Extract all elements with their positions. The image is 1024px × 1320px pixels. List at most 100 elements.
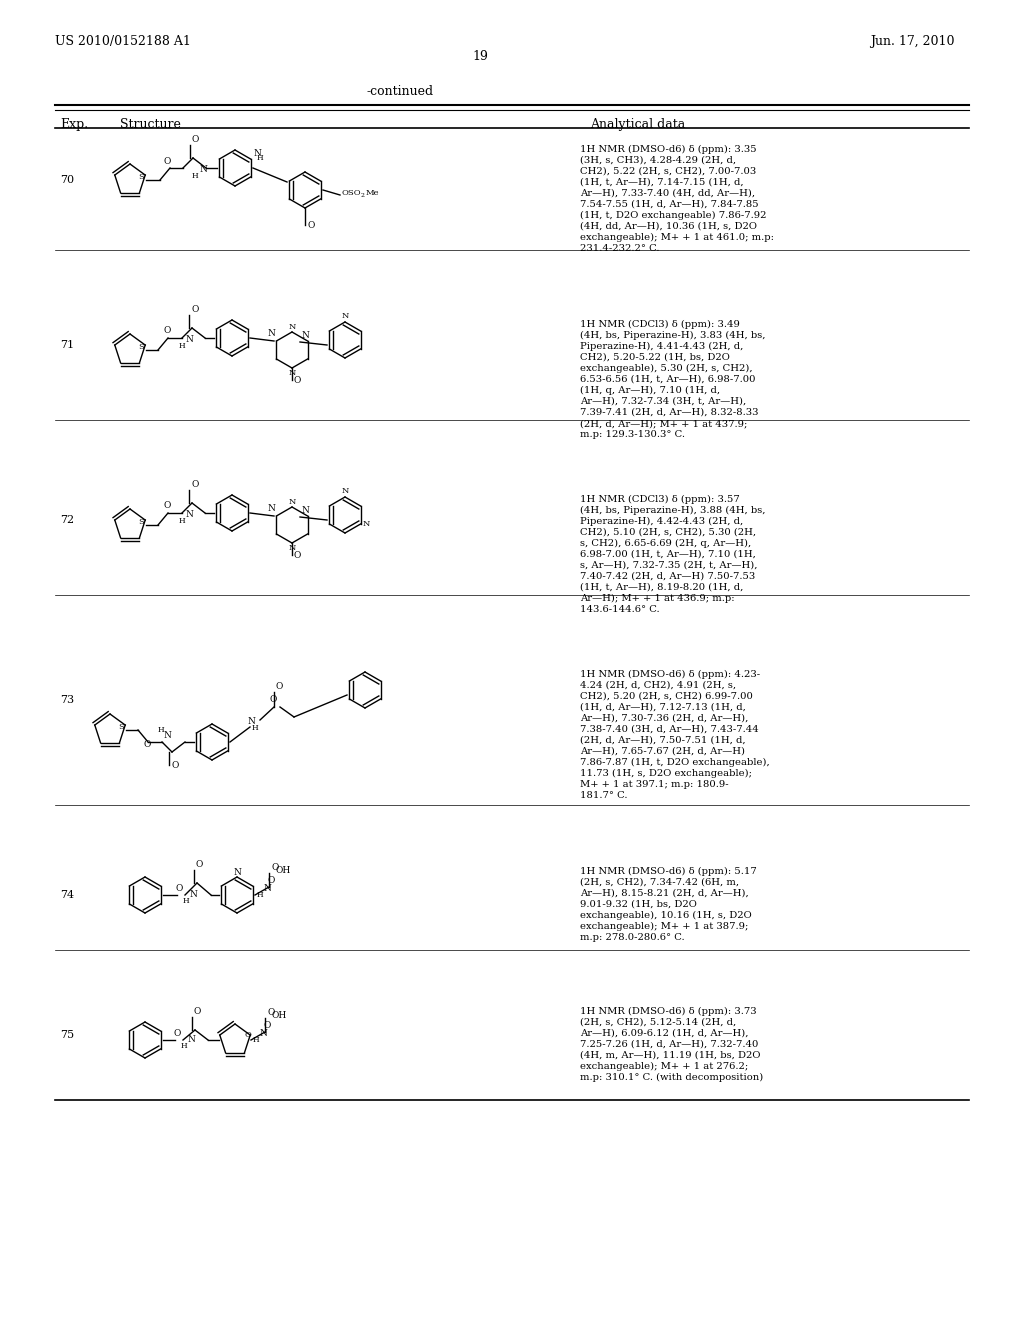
Text: H: H <box>257 154 263 162</box>
Text: N: N <box>362 520 370 528</box>
Text: 7.54-7.55 (1H, d, Ar—H), 7.84-7.85: 7.54-7.55 (1H, d, Ar—H), 7.84-7.85 <box>580 201 759 209</box>
Text: N: N <box>302 506 310 515</box>
Text: m.p: 310.1° C. (with decomposition): m.p: 310.1° C. (with decomposition) <box>580 1073 763 1082</box>
Text: 7.39-7.41 (2H, d, Ar—H), 8.32-8.33: 7.39-7.41 (2H, d, Ar—H), 8.32-8.33 <box>580 408 759 417</box>
Text: exchangeable); M+ + 1 at 387.9;: exchangeable); M+ + 1 at 387.9; <box>580 921 749 931</box>
Text: 1H NMR (DMSO-d6) δ (ppm): 5.17: 1H NMR (DMSO-d6) δ (ppm): 5.17 <box>580 867 757 876</box>
Text: exchangeable), 5.30 (2H, s, CH2),: exchangeable), 5.30 (2H, s, CH2), <box>580 364 753 374</box>
Text: 6.53-6.56 (1H, t, Ar—H), 6.98-7.00: 6.53-6.56 (1H, t, Ar—H), 6.98-7.00 <box>580 375 756 384</box>
Text: 143.6-144.6° C.: 143.6-144.6° C. <box>580 605 659 614</box>
Text: 1H NMR (DMSO-d6) δ (ppm): 4.23-: 1H NMR (DMSO-d6) δ (ppm): 4.23- <box>580 671 760 678</box>
Text: N: N <box>341 312 349 319</box>
Text: N: N <box>248 717 256 726</box>
Text: Structure: Structure <box>120 117 181 131</box>
Text: CH2), 5.20-5.22 (1H, bs, D2O: CH2), 5.20-5.22 (1H, bs, D2O <box>580 352 730 362</box>
Text: O: O <box>308 220 315 230</box>
Text: (4H, bs, Piperazine-H), 3.83 (4H, bs,: (4H, bs, Piperazine-H), 3.83 (4H, bs, <box>580 331 766 341</box>
Text: O: O <box>194 1007 202 1016</box>
Text: (4H, bs, Piperazine-H), 3.88 (4H, bs,: (4H, bs, Piperazine-H), 3.88 (4H, bs, <box>580 506 766 515</box>
Text: -continued: -continued <box>367 84 433 98</box>
Text: O: O <box>193 135 200 144</box>
Text: O: O <box>171 762 178 770</box>
Text: US 2010/0152188 A1: US 2010/0152188 A1 <box>55 36 190 48</box>
Text: N: N <box>289 544 296 552</box>
Text: O: O <box>267 1008 274 1016</box>
Text: (1H, t, D2O exchangeable) 7.86-7.92: (1H, t, D2O exchangeable) 7.86-7.92 <box>580 211 767 220</box>
Text: H: H <box>179 517 185 525</box>
Text: OH: OH <box>275 866 290 875</box>
Text: 4.24 (2H, d, CH2), 4.91 (2H, s,: 4.24 (2H, d, CH2), 4.91 (2H, s, <box>580 681 736 690</box>
Text: 1H NMR (CDCl3) δ (ppm): 3.57: 1H NMR (CDCl3) δ (ppm): 3.57 <box>580 495 739 504</box>
Text: (2H, d, Ar—H), 7.50-7.51 (1H, d,: (2H, d, Ar—H), 7.50-7.51 (1H, d, <box>580 737 745 744</box>
Text: N: N <box>341 487 349 495</box>
Text: 7.86-7.87 (1H, t, D2O exchangeable),: 7.86-7.87 (1H, t, D2O exchangeable), <box>580 758 770 767</box>
Text: O: O <box>267 876 274 884</box>
Text: N: N <box>233 869 241 876</box>
Text: S: S <box>138 517 144 527</box>
Text: Exp.: Exp. <box>60 117 88 131</box>
Text: N: N <box>189 890 197 899</box>
Text: M+ + 1 at 397.1; m.p: 180.9-: M+ + 1 at 397.1; m.p: 180.9- <box>580 780 729 789</box>
Text: 71: 71 <box>60 341 74 350</box>
Text: 1H NMR (CDCl3) δ (ppm): 3.49: 1H NMR (CDCl3) δ (ppm): 3.49 <box>580 319 740 329</box>
Text: Ar—H), 6.09-6.12 (1H, d, Ar—H),: Ar—H), 6.09-6.12 (1H, d, Ar—H), <box>580 1030 749 1038</box>
Text: H: H <box>181 1041 187 1049</box>
Text: O: O <box>175 884 182 894</box>
Text: 11.73 (1H, s, D2O exchangeable);: 11.73 (1H, s, D2O exchangeable); <box>580 770 752 777</box>
Text: O: O <box>173 1030 180 1038</box>
Text: Piperazine-H), 4.41-4.43 (2H, d,: Piperazine-H), 4.41-4.43 (2H, d, <box>580 342 743 351</box>
Text: 74: 74 <box>60 890 74 900</box>
Text: N: N <box>200 165 208 174</box>
Text: O: O <box>269 696 276 704</box>
Text: H: H <box>179 342 185 350</box>
Text: Ar—H); M+ + 1 at 436.9; m.p:: Ar—H); M+ + 1 at 436.9; m.p: <box>580 594 734 603</box>
Text: Ar—H), 7.30-7.36 (2H, d, Ar—H),: Ar—H), 7.30-7.36 (2H, d, Ar—H), <box>580 714 749 723</box>
Text: Ar—H), 8.15-8.21 (2H, d, Ar—H),: Ar—H), 8.15-8.21 (2H, d, Ar—H), <box>580 888 749 898</box>
Text: O: O <box>245 1031 252 1039</box>
Text: N: N <box>268 329 275 338</box>
Text: 70: 70 <box>60 176 74 185</box>
Text: Jun. 17, 2010: Jun. 17, 2010 <box>870 36 954 48</box>
Text: exchangeable), 10.16 (1H, s, D2O: exchangeable), 10.16 (1H, s, D2O <box>580 911 752 920</box>
Text: O: O <box>164 326 171 335</box>
Text: 7.38-7.40 (3H, d, Ar—H), 7.43-7.44: 7.38-7.40 (3H, d, Ar—H), 7.43-7.44 <box>580 725 759 734</box>
Text: O: O <box>294 550 301 560</box>
Text: CH2), 5.20 (2H, s, CH2) 6.99-7.00: CH2), 5.20 (2H, s, CH2) 6.99-7.00 <box>580 692 753 701</box>
Text: (1H, q, Ar—H), 7.10 (1H, d,: (1H, q, Ar—H), 7.10 (1H, d, <box>580 385 720 395</box>
Text: (1H, t, Ar—H), 7.14-7.15 (1H, d,: (1H, t, Ar—H), 7.14-7.15 (1H, d, <box>580 178 743 187</box>
Text: s, Ar—H), 7.32-7.35 (2H, t, Ar—H),: s, Ar—H), 7.32-7.35 (2H, t, Ar—H), <box>580 561 758 570</box>
Text: O: O <box>163 157 171 166</box>
Text: N: N <box>289 370 296 378</box>
Text: O: O <box>276 682 284 690</box>
Text: (2H, d, Ar—H); M+ + 1 at 437.9;: (2H, d, Ar—H); M+ + 1 at 437.9; <box>580 418 748 428</box>
Text: 7.25-7.26 (1H, d, Ar—H), 7.32-7.40: 7.25-7.26 (1H, d, Ar—H), 7.32-7.40 <box>580 1040 759 1049</box>
Text: (2H, s, CH2), 5.12-5.14 (2H, d,: (2H, s, CH2), 5.12-5.14 (2H, d, <box>580 1018 736 1027</box>
Text: 9.01-9.32 (1H, bs, D2O: 9.01-9.32 (1H, bs, D2O <box>580 900 697 909</box>
Text: s, CH2), 6.65-6.69 (2H, q, Ar—H),: s, CH2), 6.65-6.69 (2H, q, Ar—H), <box>580 539 752 548</box>
Text: N: N <box>187 1035 195 1044</box>
Text: N: N <box>263 884 271 894</box>
Text: S: S <box>138 173 144 181</box>
Text: (2H, s, CH2), 7.34-7.42 (6H, m,: (2H, s, CH2), 7.34-7.42 (6H, m, <box>580 878 739 887</box>
Text: exchangeable); M+ + 1 at 461.0; m.p:: exchangeable); M+ + 1 at 461.0; m.p: <box>580 234 774 242</box>
Text: N: N <box>289 498 296 506</box>
Text: 231.4-232.2° C.: 231.4-232.2° C. <box>580 244 659 253</box>
Text: Analytical data: Analytical data <box>590 117 685 131</box>
Text: N: N <box>302 331 310 341</box>
Text: H: H <box>193 172 199 180</box>
Text: N: N <box>185 510 193 519</box>
Text: exchangeable); M+ + 1 at 276.2;: exchangeable); M+ + 1 at 276.2; <box>580 1063 749 1071</box>
Text: H: H <box>183 898 189 906</box>
Text: O: O <box>164 502 171 510</box>
Text: H: H <box>257 891 263 899</box>
Text: (1H, t, Ar—H), 8.19-8.20 (1H, d,: (1H, t, Ar—H), 8.19-8.20 (1H, d, <box>580 583 743 591</box>
Text: O: O <box>191 305 199 314</box>
Text: N: N <box>253 149 261 158</box>
Text: H: H <box>252 723 259 733</box>
Text: O: O <box>196 861 204 869</box>
Text: 7.40-7.42 (2H, d, Ar—H) 7.50-7.53: 7.40-7.42 (2H, d, Ar—H) 7.50-7.53 <box>580 572 756 581</box>
Text: N: N <box>289 323 296 331</box>
Text: 1H NMR (DMSO-d6) δ (ppm): 3.73: 1H NMR (DMSO-d6) δ (ppm): 3.73 <box>580 1007 757 1016</box>
Text: OSO: OSO <box>341 189 360 197</box>
Text: Piperazine-H), 4.42-4.43 (2H, d,: Piperazine-H), 4.42-4.43 (2H, d, <box>580 517 743 527</box>
